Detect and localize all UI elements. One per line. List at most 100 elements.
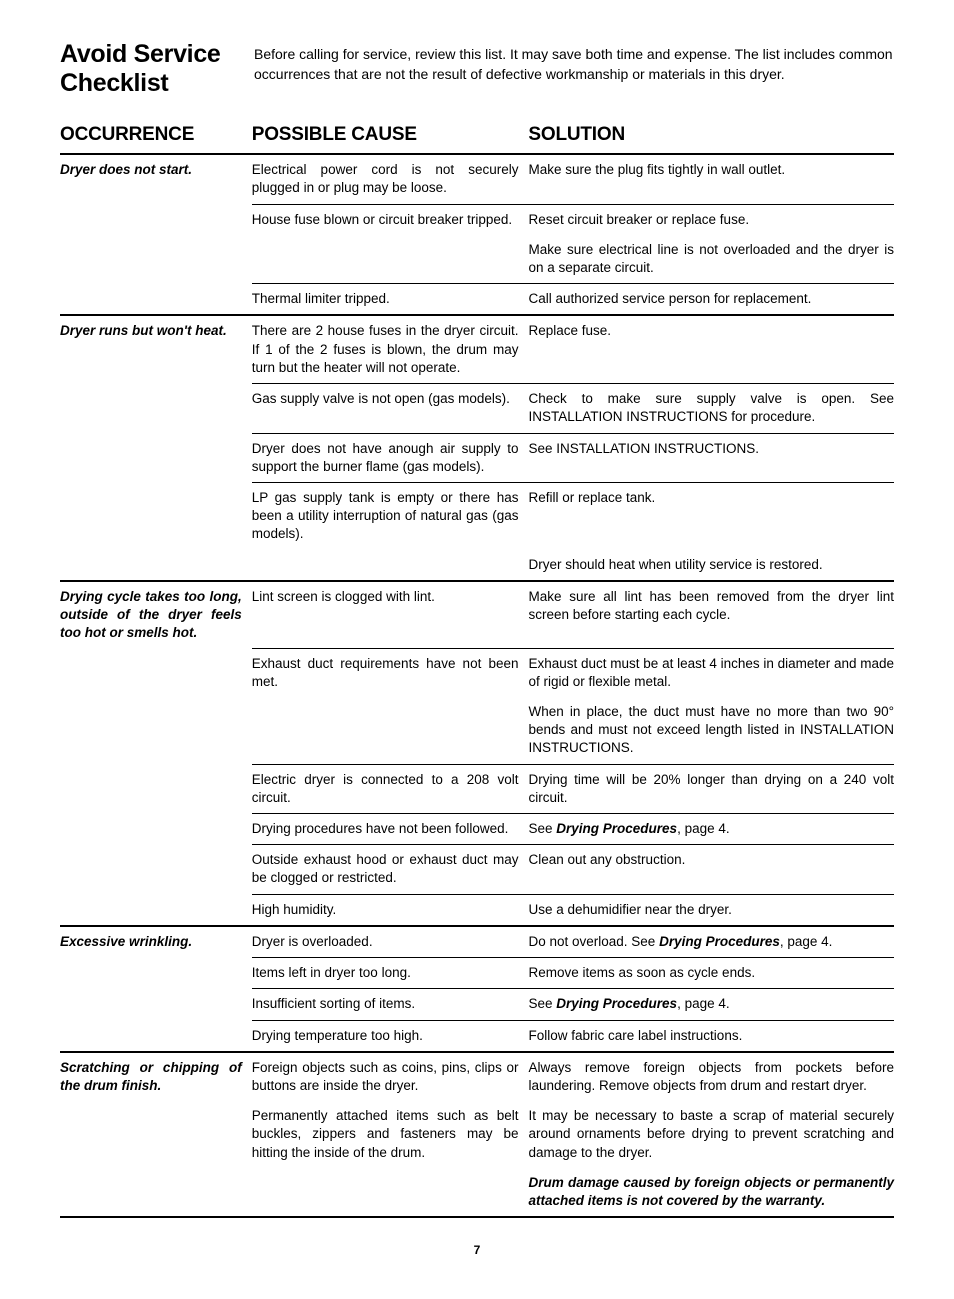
occurrence-cell [60,989,252,1020]
reference-drying_procedures: Drying Procedures [556,821,677,836]
table-row: Drying temperature too high.Follow fabri… [60,1021,894,1053]
solution-cell: Drum damage caused by foreign objects or… [528,1168,894,1218]
table-row: Drying procedures have not been followed… [60,814,894,845]
table-row: Exhaust duct requirements have not been … [60,649,894,697]
occurrence-cell [60,958,252,989]
table-row: Dryer should heat when utility service i… [60,550,894,582]
table-row: Items left in dryer too long.Remove item… [60,958,894,989]
cause-cell: Gas supply valve is not open (gas models… [252,384,529,433]
table-row: Excessive wrinkling.Dryer is overloaded.… [60,927,894,958]
occurrence-cell: Excessive wrinkling. [60,927,252,958]
solution-cell: Remove items as soon as cycle ends. [528,958,894,989]
solution-cell: Call authorized service person for repla… [528,284,894,316]
solution-cell: When in place, the duct must have no mor… [528,697,894,765]
table-row: Gas supply valve is not open (gas models… [60,384,894,433]
solution-cell: See INSTALLATION INSTRUCTIONS. [528,434,894,483]
table-body: Dryer does not start.Electrical power co… [60,155,894,1218]
cause-cell: Thermal limiter tripped. [252,284,529,316]
solution-cell: Make sure electrical line is not overloa… [528,235,894,284]
occurrence-cell [60,697,252,765]
table-row: Dryer does not start.Electrical power co… [60,155,894,204]
occurrence-cell: Scratching or chipping of the drum finis… [60,1053,252,1101]
solution-cell: Make sure the plug fits tightly in wall … [528,155,894,204]
cause-cell: Drying procedures have not been followed… [252,814,529,845]
cause-cell: There are 2 house fuses in the dryer cir… [252,316,529,384]
cause-cell: Dryer is overloaded. [252,927,529,958]
cause-cell [252,550,529,582]
cause-cell: Foreign objects such as coins, pins, cli… [252,1053,529,1101]
col-header-occurrence: OCCURRENCE [60,116,252,156]
warranty-note: Drum damage caused by foreign objects or… [528,1175,894,1208]
cause-cell: Lint screen is clogged with lint. [252,582,529,649]
occurrence-cell: Dryer runs but won't heat. [60,316,252,384]
occurrence-cell [60,765,252,814]
table-row: Drying cycle takes too long, outside of … [60,582,894,649]
occurrence-cell [60,895,252,927]
intro-text: Before calling for service, review this … [254,40,894,85]
cause-cell: House fuse blown or circuit breaker trip… [252,205,529,235]
table-row: House fuse blown or circuit breaker trip… [60,205,894,235]
main-title: Avoid Service Checklist [60,40,254,98]
cause-cell [252,235,529,284]
table-header-row: OCCURRENCE POSSIBLE CAUSE SOLUTION [60,116,894,156]
table-row: Dryer runs but won't heat.There are 2 ho… [60,316,894,384]
occurrence-cell [60,550,252,582]
solution-cell: Replace fuse. [528,316,894,384]
solution-cell: Reset circuit breaker or replace fuse. [528,205,894,235]
page-number: 7 [60,1242,894,1258]
occurrence-cell: Drying cycle takes too long, outside of … [60,582,252,649]
occurrence-cell [60,1168,252,1218]
solution-cell: Clean out any obstruction. [528,845,894,894]
solution-cell: It may be necessary to baste a scrap of … [528,1101,894,1168]
solution-cell: Do not overload. See Drying Procedures, … [528,927,894,958]
col-header-cause: POSSIBLE CAUSE [252,116,529,156]
table-row: Permanently attached items such as belt … [60,1101,894,1168]
solution-cell: Drying time will be 20% longer than dryi… [528,765,894,814]
reference-drying_procedures: Drying Procedures [659,934,780,949]
solution-cell: Follow fabric care label instructions. [528,1021,894,1053]
occurrence-cell [60,1021,252,1053]
table-row: Electric dryer is connected to a 208 vol… [60,765,894,814]
cause-cell: Dryer does not have anough air supply to… [252,434,529,483]
cause-cell [252,697,529,765]
occurrence-cell [60,483,252,550]
col-header-solution: SOLUTION [528,116,894,156]
table-row: Scratching or chipping of the drum finis… [60,1053,894,1101]
troubleshooting-table: OCCURRENCE POSSIBLE CAUSE SOLUTION Dryer… [60,116,894,1219]
solution-cell: See Drying Procedures, page 4. [528,814,894,845]
cause-cell: Permanently attached items such as belt … [252,1101,529,1168]
table-row: When in place, the duct must have no mor… [60,697,894,765]
occurrence-cell [60,205,252,235]
occurrence-cell [60,434,252,483]
cause-cell: Exhaust duct requirements have not been … [252,649,529,697]
table-row: Insufficient sorting of items.See Drying… [60,989,894,1020]
table-row: Thermal limiter tripped.Call authorized … [60,284,894,316]
occurrence-cell [60,1101,252,1168]
table-row: Dryer does not have anough air supply to… [60,434,894,483]
cause-cell: LP gas supply tank is empty or there has… [252,483,529,550]
solution-cell: Dryer should heat when utility service i… [528,550,894,582]
cause-cell: Insufficient sorting of items. [252,989,529,1020]
occurrence-cell: Dryer does not start. [60,155,252,204]
occurrence-cell [60,284,252,316]
table-row: Outside exhaust hood or exhaust duct may… [60,845,894,894]
reference-drying_procedures: Drying Procedures [556,996,677,1011]
occurrence-cell [60,814,252,845]
occurrence-cell [60,235,252,284]
table-row: LP gas supply tank is empty or there has… [60,483,894,550]
occurrence-cell [60,649,252,697]
solution-cell: Refill or replace tank. [528,483,894,550]
page-header: Avoid Service Checklist Before calling f… [60,40,894,98]
cause-cell: Outside exhaust hood or exhaust duct may… [252,845,529,894]
cause-cell: Items left in dryer too long. [252,958,529,989]
table-row: Make sure electrical line is not overloa… [60,235,894,284]
table-row: High humidity.Use a dehumidifier near th… [60,895,894,927]
solution-cell: Check to make sure supply valve is open.… [528,384,894,433]
occurrence-cell [60,384,252,433]
occurrence-cell [60,845,252,894]
solution-cell: Make sure all lint has been removed from… [528,582,894,649]
solution-cell: See Drying Procedures, page 4. [528,989,894,1020]
cause-cell: Drying temperature too high. [252,1021,529,1053]
cause-cell: Electric dryer is connected to a 208 vol… [252,765,529,814]
solution-cell: Use a dehumidifier near the dryer. [528,895,894,927]
